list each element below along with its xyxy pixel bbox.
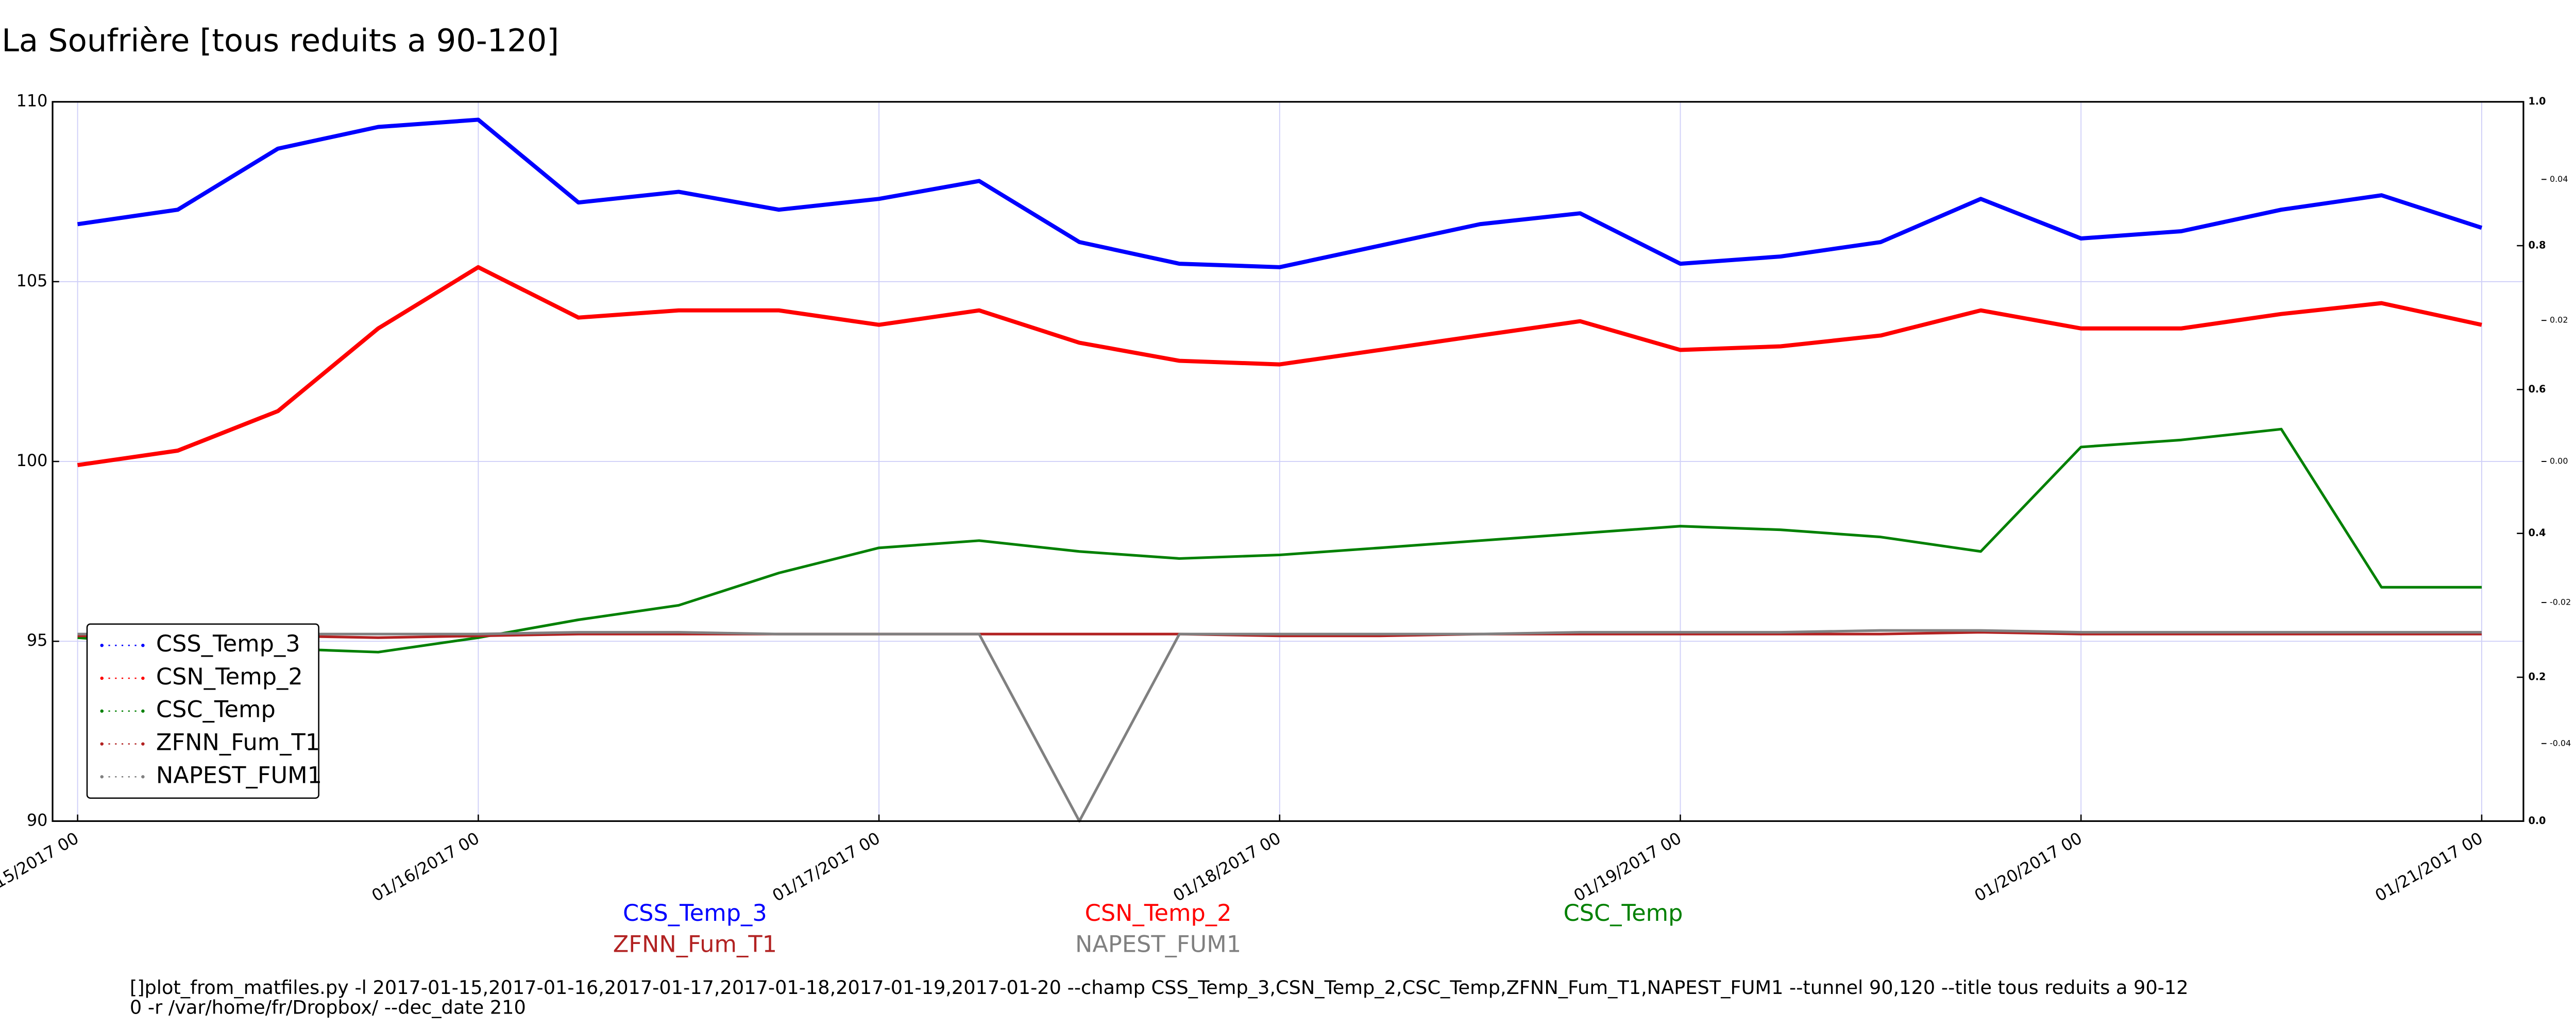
legend-dot (100, 742, 104, 746)
series-line (77, 629, 2482, 822)
series-line (77, 117, 2483, 269)
y-tick-label: 90 (27, 810, 48, 830)
y2-tick-label: 0.6 (2529, 383, 2546, 395)
series-caption: CSC_Temp (1564, 900, 1683, 926)
legend-dot (100, 644, 104, 647)
footer-line: 0 -r /var/home/fr/Dropbox/ --dec_date 21… (130, 996, 526, 1018)
y2-tick-label: 0.4 (2529, 527, 2546, 539)
x-tick-label: 01/16/2017 00 (368, 828, 483, 905)
y3-tick-label: -0.04 (2550, 738, 2571, 748)
plot-frame (52, 101, 2524, 822)
series-line (77, 631, 2482, 639)
legend-dot (100, 676, 104, 680)
series-caption: CSS_Temp_3 (623, 900, 767, 926)
x-tick-label: 01/17/2017 00 (769, 828, 884, 905)
legend-dot (141, 676, 145, 680)
x-tick-label: 01/21/2017 00 (2371, 828, 2486, 905)
x-tick-label: 01/20/2017 00 (1971, 828, 2086, 905)
series-line (77, 427, 2482, 654)
footer-line: []plot_from_matfiles.py -l 2017-01-15,20… (130, 976, 2189, 999)
y-tick-label: 100 (16, 451, 48, 470)
y3-tick-label: 0.00 (2550, 456, 2568, 466)
series-caption: NAPEST_FUM1 (1075, 931, 1241, 958)
legend-box (86, 623, 319, 799)
legend-label: NAPEST_FUM1 (156, 762, 322, 788)
y-tick-label: 105 (16, 271, 48, 290)
legend-label: ZFNN_Fum_T1 (156, 729, 320, 756)
y2-tick-label: 0.2 (2529, 671, 2546, 683)
legend-dot (141, 709, 145, 713)
legend-label: CSN_Temp_2 (156, 663, 303, 690)
series-line (77, 265, 2482, 468)
x-tick-label: 01/18/2017 00 (1170, 828, 1284, 905)
y-tick-label: 110 (16, 91, 48, 111)
legend-dot (100, 709, 104, 713)
y2-tick-label: 0.8 (2529, 239, 2546, 251)
y2-tick-label: 0.0 (2529, 815, 2546, 827)
series-caption: ZFNN_Fum_T1 (613, 931, 777, 958)
legend-label: CSS_Temp_3 (156, 630, 300, 657)
chart-title: La Soufrière [tous reduits a 90-120] (2, 23, 559, 59)
y2-tick-label: 1.0 (2529, 95, 2546, 107)
x-tick-label: 01/19/2017 00 (1570, 828, 1685, 905)
legend-dot (100, 775, 104, 779)
series-caption: CSN_Temp_2 (1085, 900, 1232, 926)
x-tick-label: 01/15/2017 00 (0, 828, 82, 905)
y3-tick-label: -0.02 (2550, 597, 2571, 607)
y-tick-label: 95 (27, 630, 48, 650)
legend-dot (141, 742, 145, 746)
legend-label: CSC_Temp (156, 696, 276, 723)
y3-tick-label: 0.02 (2550, 315, 2568, 325)
y3-tick-label: 0.04 (2550, 174, 2568, 184)
legend-dot (141, 775, 145, 779)
legend-dot (141, 644, 145, 647)
